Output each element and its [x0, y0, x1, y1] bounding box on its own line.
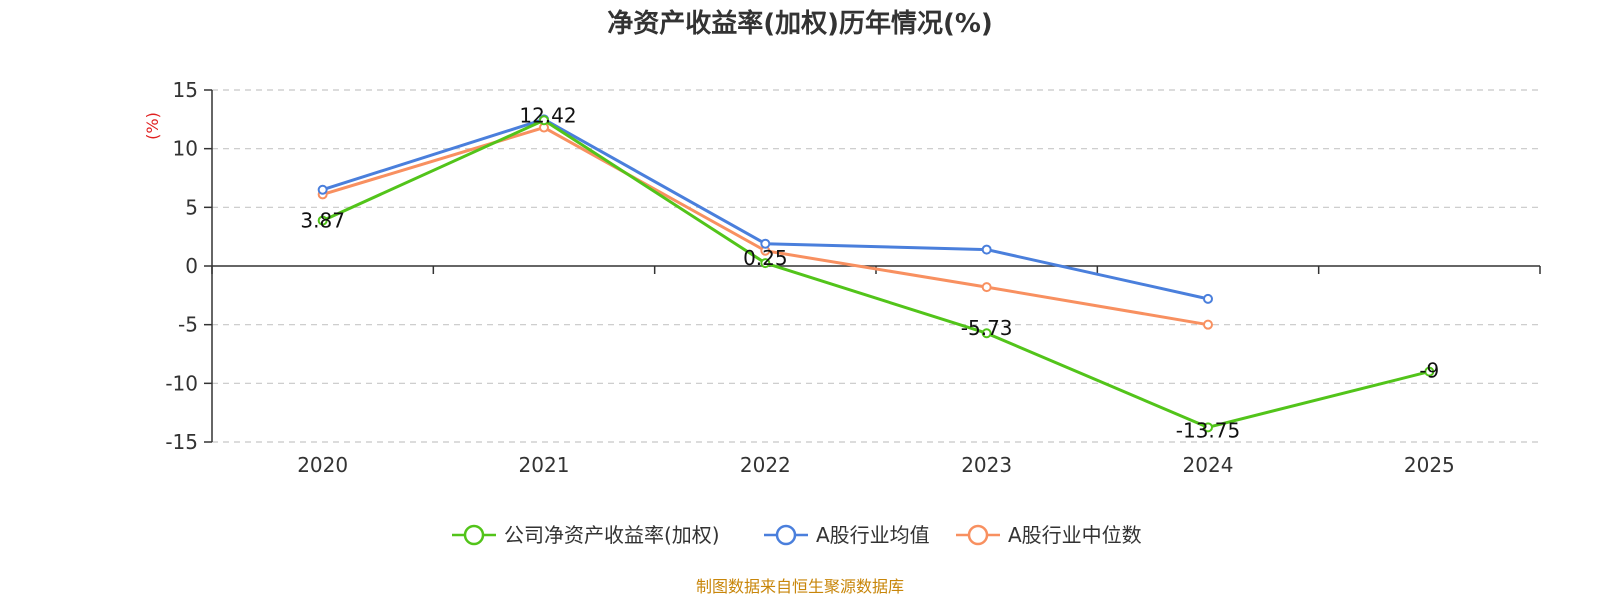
data-labels: 3.87 12.42 0.25 -5.73 -13.75 -9 — [300, 103, 1439, 442]
y-axis-label: (%) — [143, 112, 162, 140]
legend-marker-icon — [463, 524, 485, 546]
y-tick-label: 10 — [173, 137, 198, 161]
data-point[interactable] — [981, 282, 992, 293]
data-point[interactable] — [1203, 422, 1213, 433]
data-label: 3.87 — [300, 209, 345, 233]
y-tick-label: -5 — [178, 313, 198, 337]
source-note: 制图数据来自恒生聚源数据库 — [696, 577, 904, 596]
series-line — [322, 117, 1209, 301]
data-point[interactable] — [1203, 319, 1213, 330]
x-tick-label: 2023 — [961, 453, 1012, 477]
legend-label: A股行业中位数 — [1008, 523, 1142, 547]
grid-lines — [212, 89, 1540, 443]
x-tick-label: 2020 — [297, 453, 348, 477]
legend-marker-icon — [775, 524, 797, 546]
legend-label: A股行业均值 — [816, 523, 930, 547]
data-label: 12.42 — [519, 103, 576, 127]
y-tick-label: -10 — [165, 371, 198, 395]
data-point[interactable] — [539, 115, 549, 126]
data-point[interactable] — [981, 244, 992, 255]
data-point[interactable] — [1203, 293, 1213, 304]
data-point[interactable] — [981, 328, 992, 339]
legend-label: 公司净资产收益率(加权) — [504, 523, 720, 547]
data-label: -13.75 — [1176, 418, 1240, 442]
chart-title: 净资产收益率(加权)历年情况(%) — [607, 8, 993, 39]
legend-item[interactable]: A股行业均值 — [764, 523, 930, 547]
data-label: -5.73 — [961, 316, 1013, 340]
data-label: 0.25 — [743, 246, 788, 270]
series-lines — [317, 114, 1435, 433]
legend[interactable]: 公司净资产收益率(加权) A股行业均值 A股行业中位数 — [452, 523, 1142, 547]
legend-marker-icon — [967, 524, 989, 546]
y-tick-label: 0 — [185, 254, 198, 278]
y-tick-label: 15 — [173, 78, 198, 102]
series-line — [322, 118, 1430, 429]
x-tick-label: 2024 — [1183, 453, 1234, 477]
x-tick-label: 2025 — [1404, 453, 1455, 477]
data-point[interactable] — [317, 215, 328, 226]
legend-item[interactable]: 公司净资产收益率(加权) — [452, 523, 720, 547]
data-point[interactable] — [760, 238, 771, 249]
y-tick-label: -15 — [165, 430, 198, 454]
x-tick-label: 2021 — [519, 453, 570, 477]
data-point[interactable] — [317, 184, 328, 195]
x-tick-label: 2022 — [740, 453, 791, 477]
legend-item[interactable]: A股行业中位数 — [956, 523, 1142, 547]
axes: 15 10 5 0 -5 -10 -15 2020 2021 2022 2023 2024 2025 — [165, 78, 1541, 477]
data-point[interactable] — [760, 258, 771, 269]
y-tick-label: 5 — [185, 195, 198, 219]
data-label: -9 — [1419, 359, 1439, 383]
series-line — [322, 126, 1209, 327]
data-point[interactable] — [1424, 366, 1435, 377]
